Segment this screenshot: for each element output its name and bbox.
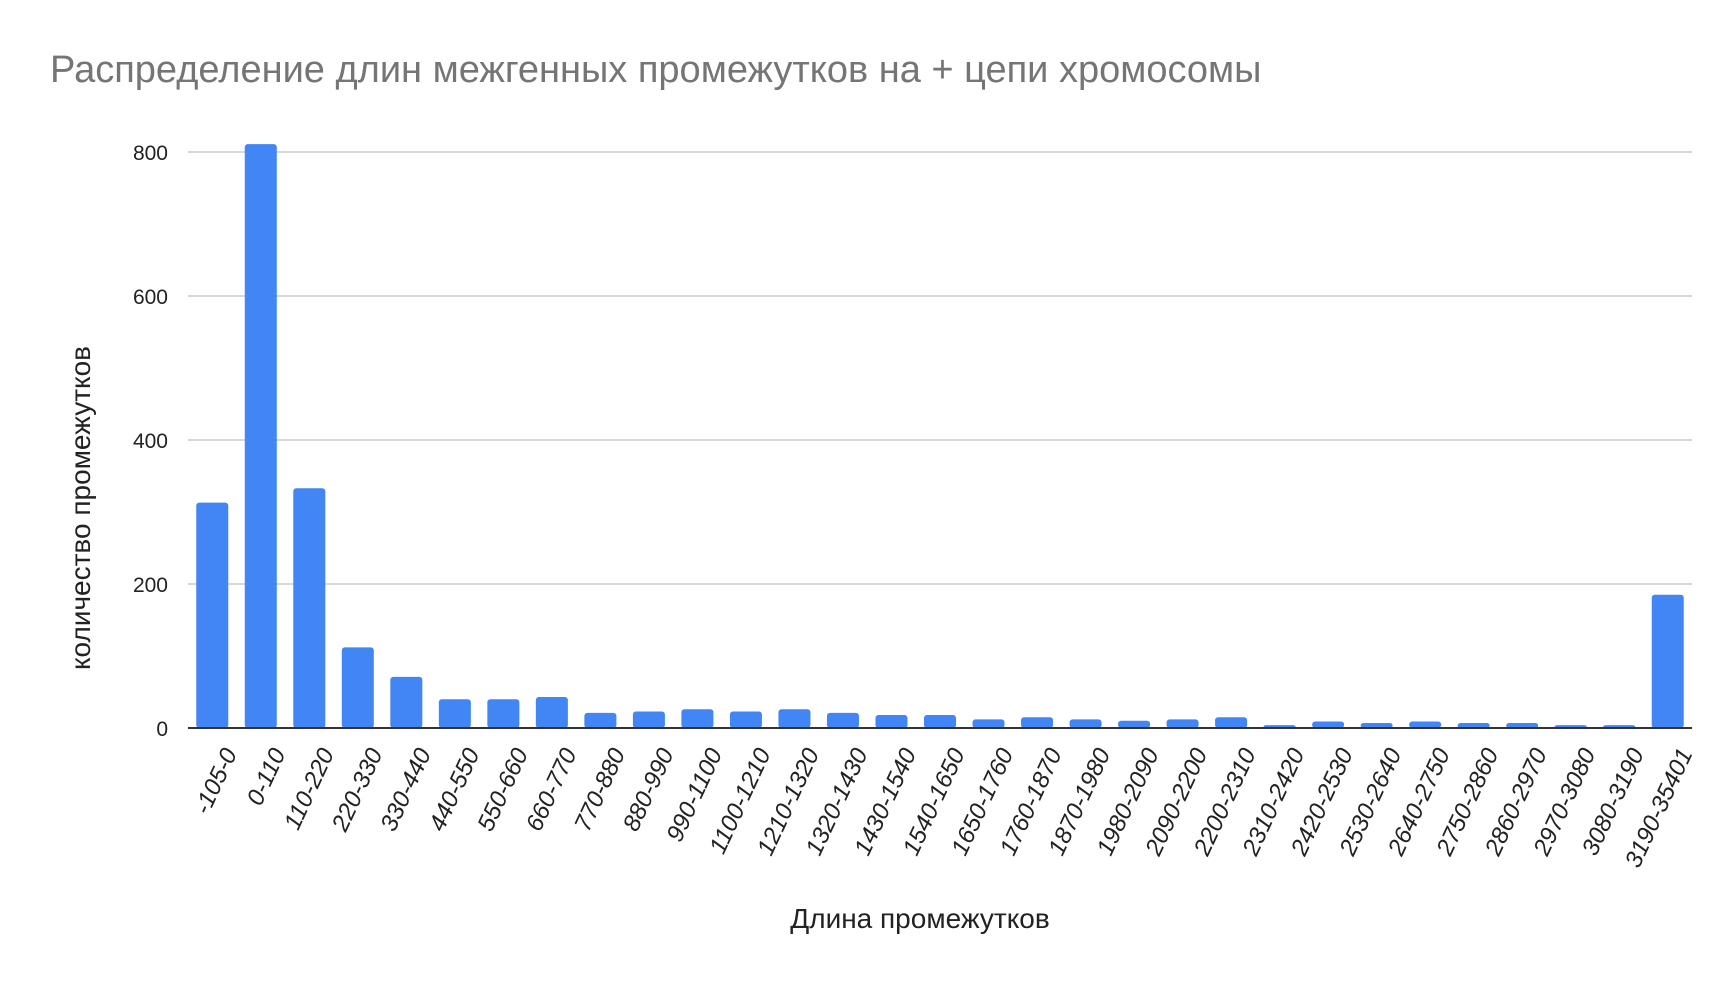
bar xyxy=(875,715,908,728)
bar xyxy=(1651,594,1684,728)
y-axis-ticks: 0 200 400 600 800 xyxy=(133,142,168,741)
bars xyxy=(196,144,1684,728)
bar xyxy=(244,144,277,728)
bar xyxy=(923,715,957,728)
bar xyxy=(681,709,714,728)
bar xyxy=(1312,721,1345,728)
y-tick-label: 200 xyxy=(133,574,168,597)
y-tick-label: 800 xyxy=(133,142,168,165)
y-tick-label: 400 xyxy=(133,430,168,453)
bar xyxy=(1069,719,1102,728)
bar xyxy=(826,712,859,728)
bar xyxy=(1021,717,1054,728)
bar xyxy=(293,488,326,728)
bar xyxy=(972,719,1005,728)
bar xyxy=(1215,717,1248,728)
y-tick-label: 0 xyxy=(156,718,168,741)
bar xyxy=(390,676,423,728)
chart-title: Распределение длин межгенных промежутков… xyxy=(50,49,1262,91)
y-tick-label: 600 xyxy=(133,286,168,309)
gridlines xyxy=(188,151,1692,585)
x-axis-title: Длина промежутков xyxy=(790,903,1049,934)
bar xyxy=(1166,719,1199,728)
bar xyxy=(584,712,617,728)
bar xyxy=(1409,721,1442,728)
bar xyxy=(632,711,665,728)
bar xyxy=(196,502,229,728)
y-axis-title: количество промежутков xyxy=(65,346,96,670)
bar xyxy=(778,709,811,728)
bar xyxy=(729,711,762,728)
bar xyxy=(1360,722,1393,728)
bar xyxy=(1457,722,1490,728)
x-tick-label: -105-0 xyxy=(189,744,243,819)
x-axis-ticks: -105-00-110110-220220-330330-440440-5505… xyxy=(189,744,1698,872)
bar xyxy=(341,647,374,728)
bar xyxy=(438,699,471,728)
x-tick-label: 0-110 xyxy=(242,744,292,810)
bar xyxy=(487,699,520,728)
bar xyxy=(535,697,568,728)
bar xyxy=(1118,720,1151,728)
bar xyxy=(1506,722,1539,728)
